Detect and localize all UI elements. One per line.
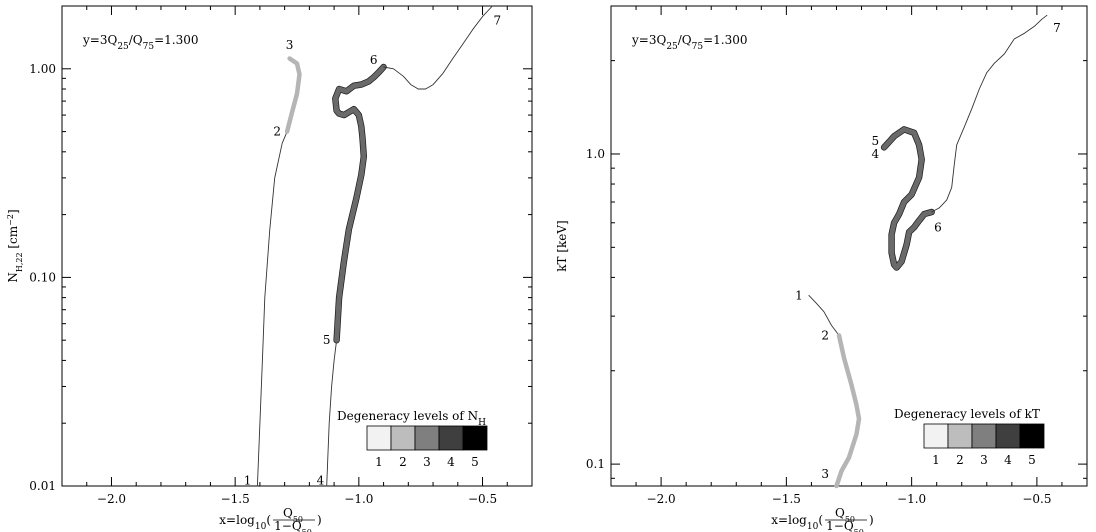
legend-swatch-level-1: [366, 425, 392, 451]
point-label: 4: [317, 474, 325, 488]
legend-title: Degeneracy levels of NH: [337, 409, 486, 428]
legend-level-label: 1: [932, 453, 940, 467]
legend-swatch-level-2: [947, 423, 973, 449]
point-label: 1: [795, 288, 803, 302]
point-label: 5: [871, 134, 879, 148]
x-axis-label: x=log10(: [771, 513, 823, 532]
point-label: 2: [273, 125, 281, 139]
legend-level-label: 5: [471, 455, 479, 469]
annotation-text: y=3Q25/Q75=1.300: [82, 33, 199, 52]
legend-level-label: 4: [447, 455, 455, 469]
point-label: 3: [821, 467, 829, 481]
legend-swatch-level-4: [995, 423, 1021, 449]
x-axis-label-numerator: Q50: [835, 506, 855, 524]
x-tick-label: −2.0: [97, 492, 126, 506]
legend-level-label: 3: [980, 453, 988, 467]
x-axis-label-close: ): [869, 513, 874, 527]
x-tick-label: −0.5: [1022, 492, 1051, 506]
y-tick-label: 0.01: [29, 479, 56, 493]
x-axis-label-denominator: 1−Q50: [274, 519, 312, 532]
point-label: 6: [370, 53, 378, 67]
curve-segment-level-1: [326, 339, 338, 487]
point-label: 1: [244, 474, 252, 488]
legend-level-label: 2: [956, 453, 964, 467]
legend-title: Degeneracy levels of kT: [894, 407, 1040, 421]
legend-swatch-level-5: [1019, 423, 1045, 449]
x-tick-label: −1.0: [344, 492, 373, 506]
curve-segment-level-2: [284, 56, 302, 134]
legend-level-label: 1: [375, 455, 383, 469]
legend-level-label: 4: [1004, 453, 1012, 467]
point-label: 4: [871, 147, 879, 161]
point-label: 3: [286, 38, 294, 52]
y-tick-label: 1.00: [29, 62, 56, 76]
curve-segment-level-4: [332, 64, 387, 343]
y-axis-label: NH,22 [cm−2]: [6, 209, 24, 282]
curve-outline: [332, 63, 387, 344]
curve-segment-level-1: [808, 294, 840, 336]
x-axis-label-denominator: 1−Q50: [826, 519, 864, 532]
point-label: 2: [821, 328, 829, 342]
legend-swatch-level-3: [414, 425, 440, 451]
point-label: 7: [1053, 21, 1061, 35]
x-tick-label: −1.5: [772, 492, 801, 506]
annotation-text: y=3Q25/Q75=1.300: [631, 33, 748, 52]
x-tick-label: −1.5: [221, 492, 250, 506]
point-label: 5: [323, 333, 331, 347]
legend-swatch-level-3: [971, 423, 997, 449]
chart-panel-kt: −2.0 −1.5 −1.0 −0.50.11.01234567y=3Q25/Q75=…: [555, 5, 1088, 532]
y-tick-label: 0.10: [29, 270, 56, 284]
y-axis-label: kT [keV]: [555, 220, 569, 272]
curve-segment-level-4: [881, 126, 935, 271]
curve-segment-level-1: [256, 131, 288, 487]
y-tick-label: 1.0: [586, 147, 605, 161]
point-label: 7: [494, 14, 502, 28]
plot-frame: [610, 5, 1088, 487]
curve-segment-level-1: [931, 14, 1048, 213]
legend-swatch-level-1: [923, 423, 949, 449]
legend-swatch-level-4: [438, 425, 464, 451]
legend-level-label: 2: [399, 455, 407, 469]
x-axis-label-numerator: Q50: [283, 506, 303, 524]
x-tick-label: −2.0: [647, 492, 676, 506]
chart-panel-nh: −2.0 −1.5 −1.0 −0.5 0.01 0.10 1.00 1 2 3 4 5 6 7 y=3Q2…: [6, 5, 533, 532]
curve-segment-level-2: [834, 333, 862, 489]
legend-swatch-level-2: [390, 425, 416, 451]
legend-level-label: 3: [423, 455, 431, 469]
legend-swatch-level-5: [462, 425, 488, 451]
plot-frame: [61, 5, 533, 487]
curve-segment-level-1: [383, 5, 493, 90]
point-label: 6: [934, 220, 942, 234]
x-axis-label: x=log10(: [219, 513, 271, 532]
x-tick-label: −0.5: [468, 492, 497, 506]
x-tick-label: −1.0: [897, 492, 926, 506]
x-axis-label-close: ): [317, 513, 322, 527]
y-tick-label: 0.1: [586, 457, 605, 471]
legend-level-label: 5: [1028, 453, 1036, 467]
